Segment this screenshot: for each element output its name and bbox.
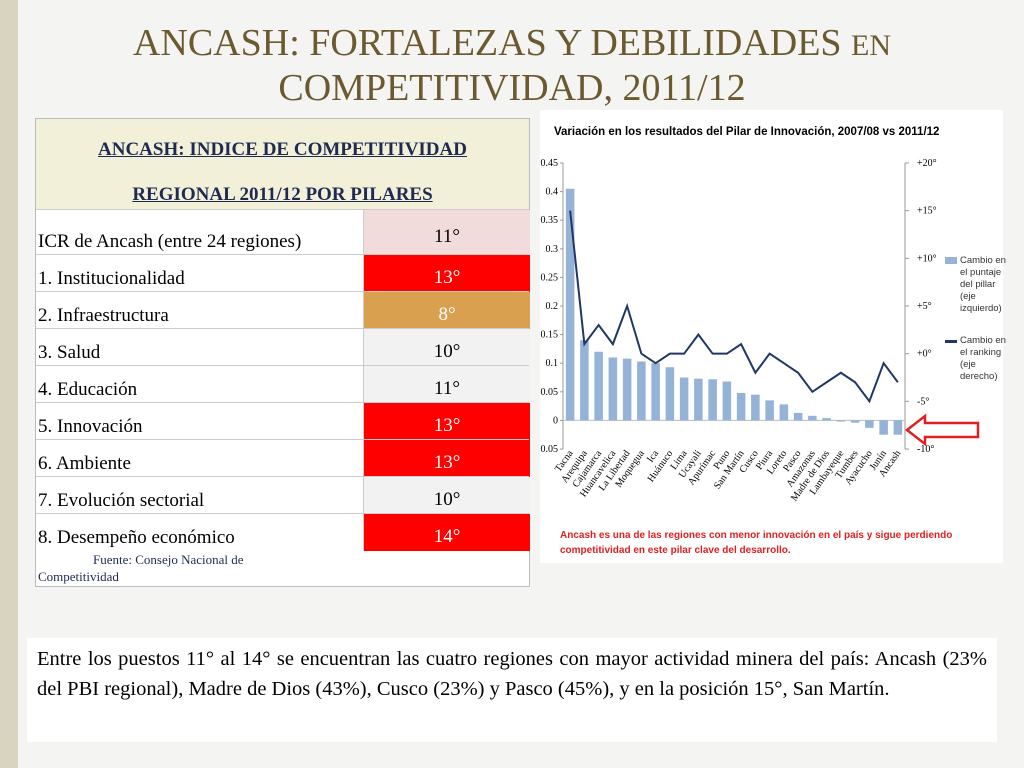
bar xyxy=(836,420,846,422)
bar xyxy=(808,415,817,421)
row-rank: 8° xyxy=(363,292,530,329)
chart: Variación en los resultados del Pilar de… xyxy=(541,126,980,503)
row-label: 4. Educación xyxy=(38,379,138,400)
y-tick-label: 0.05 xyxy=(541,444,559,455)
bar xyxy=(751,394,760,421)
y2-tick-label: +20° xyxy=(917,158,937,169)
table-row: 8. Desempeño económico 14° xyxy=(36,513,530,551)
table-header: REGIONAL 2011/12 POR PILARES xyxy=(36,164,529,209)
bar xyxy=(694,378,703,421)
table-row: 4. Educación 11° xyxy=(36,365,530,403)
y-tick-label: 0.05 xyxy=(541,387,559,398)
row-label: ICR de Ancash (entre 24 regiones) xyxy=(38,231,302,252)
row-rank: 10° xyxy=(363,329,530,366)
title-small: EN xyxy=(851,29,892,62)
table-row: 3. Salud 10° xyxy=(36,328,530,366)
row-label: 2. Infraestructura xyxy=(38,305,169,326)
bar xyxy=(779,404,789,421)
bar xyxy=(594,351,603,421)
y2-tick-label: +0° xyxy=(917,349,932,360)
row-label: 7. Evolución sectorial xyxy=(38,490,205,511)
chart-title: Variación en los resultados del Pilar de… xyxy=(554,126,939,138)
table-row: 5. Innovación 13° xyxy=(36,402,530,440)
chart-caption: Ancash es una de las regiones con menor … xyxy=(560,530,953,556)
bar xyxy=(893,420,903,435)
row-rank: 11° xyxy=(363,366,530,403)
bar xyxy=(736,392,746,421)
y-tick-label: 0.4 xyxy=(546,187,559,198)
bar xyxy=(865,420,874,428)
table-row: 2. Infraestructura 8° xyxy=(36,291,530,329)
row-label: 8. Desempeño económico xyxy=(38,527,235,548)
table-row: 1. Institucionalidad 13° xyxy=(36,254,530,292)
bar xyxy=(608,357,618,421)
bar xyxy=(879,420,888,435)
bar xyxy=(651,363,660,421)
row-rank: 10° xyxy=(363,477,530,514)
row-rank: 11° xyxy=(363,210,530,255)
table-row: ICR de Ancash (entre 24 regiones) 11° xyxy=(36,209,530,255)
row-label: 3. Salud xyxy=(38,342,101,363)
legend-label: Cambio en el puntaje del pillar (eje izq… xyxy=(960,255,1006,314)
y-tick-label: 0.3 xyxy=(546,244,559,255)
pointer-arrow xyxy=(904,413,980,447)
table-row: 6. Ambiente 13° xyxy=(36,439,530,477)
legend-label: Cambio en el ranking (eje derecho) xyxy=(960,335,1006,382)
row-label: 6. Ambiente xyxy=(38,453,131,474)
bar xyxy=(622,358,632,421)
bar xyxy=(708,379,717,421)
slide-title: ANCASH: FORTALEZAS Y DEBILIDADES EN COMPE… xyxy=(40,22,984,109)
row-rank: 14° xyxy=(363,514,530,551)
line-series xyxy=(569,210,899,404)
bar xyxy=(765,400,774,421)
y2-tick-label: +10° xyxy=(917,253,937,264)
row-label: 5. Innovación xyxy=(38,416,143,437)
table: ANCASH: INDICE DE COMPETITIVIDAD REGIONAL… xyxy=(35,118,530,587)
bar xyxy=(850,420,860,423)
y-tick-label: 0.25 xyxy=(541,272,559,283)
title-main: ANCASH: FORTALEZAS Y DEBILIDADES xyxy=(132,22,842,64)
legend-swatch xyxy=(945,340,957,343)
bar xyxy=(665,367,675,421)
table-header: ANCASH: INDICE DE COMPETITIVIDAD xyxy=(36,119,529,164)
row-label: 1. Institucionalidad xyxy=(38,268,185,289)
bar xyxy=(793,412,803,421)
y2-tick-label: -5° xyxy=(917,396,929,407)
row-rank: 13° xyxy=(363,403,530,440)
y-tick-label: 0 xyxy=(553,415,558,426)
paragraph: Entre los puestos 11° al 14° se encuentr… xyxy=(27,638,997,742)
table-source: Fuente: Consejo Nacional de Competitivid… xyxy=(38,552,244,584)
row-rank: 13° xyxy=(363,440,530,477)
y-tick-label: 0.15 xyxy=(541,330,559,341)
bar xyxy=(565,188,575,421)
bar xyxy=(722,381,732,421)
y-tick-label: 0.1 xyxy=(546,358,559,369)
y2-tick-label: +15° xyxy=(917,206,937,217)
y2-tick-label: +5° xyxy=(917,301,932,312)
y2-tick-label: -10° xyxy=(917,444,934,455)
chart-panel: Variación en los resultados del Pilar de… xyxy=(540,110,1006,563)
bar xyxy=(679,377,689,421)
row-rank: 13° xyxy=(363,255,530,292)
bar xyxy=(822,418,831,421)
decor-strip xyxy=(0,0,18,768)
title-line2: COMPETITIVIDAD, 2011/12 xyxy=(278,67,746,109)
y-tick-label: 0.35 xyxy=(541,215,559,226)
legend-swatch xyxy=(945,257,957,264)
table-row: 7. Evolución sectorial 10° xyxy=(36,476,530,514)
y-tick-label: 0.45 xyxy=(541,158,559,169)
y-tick-label: 0.2 xyxy=(546,301,559,312)
bar xyxy=(580,340,589,421)
bar xyxy=(637,361,646,421)
